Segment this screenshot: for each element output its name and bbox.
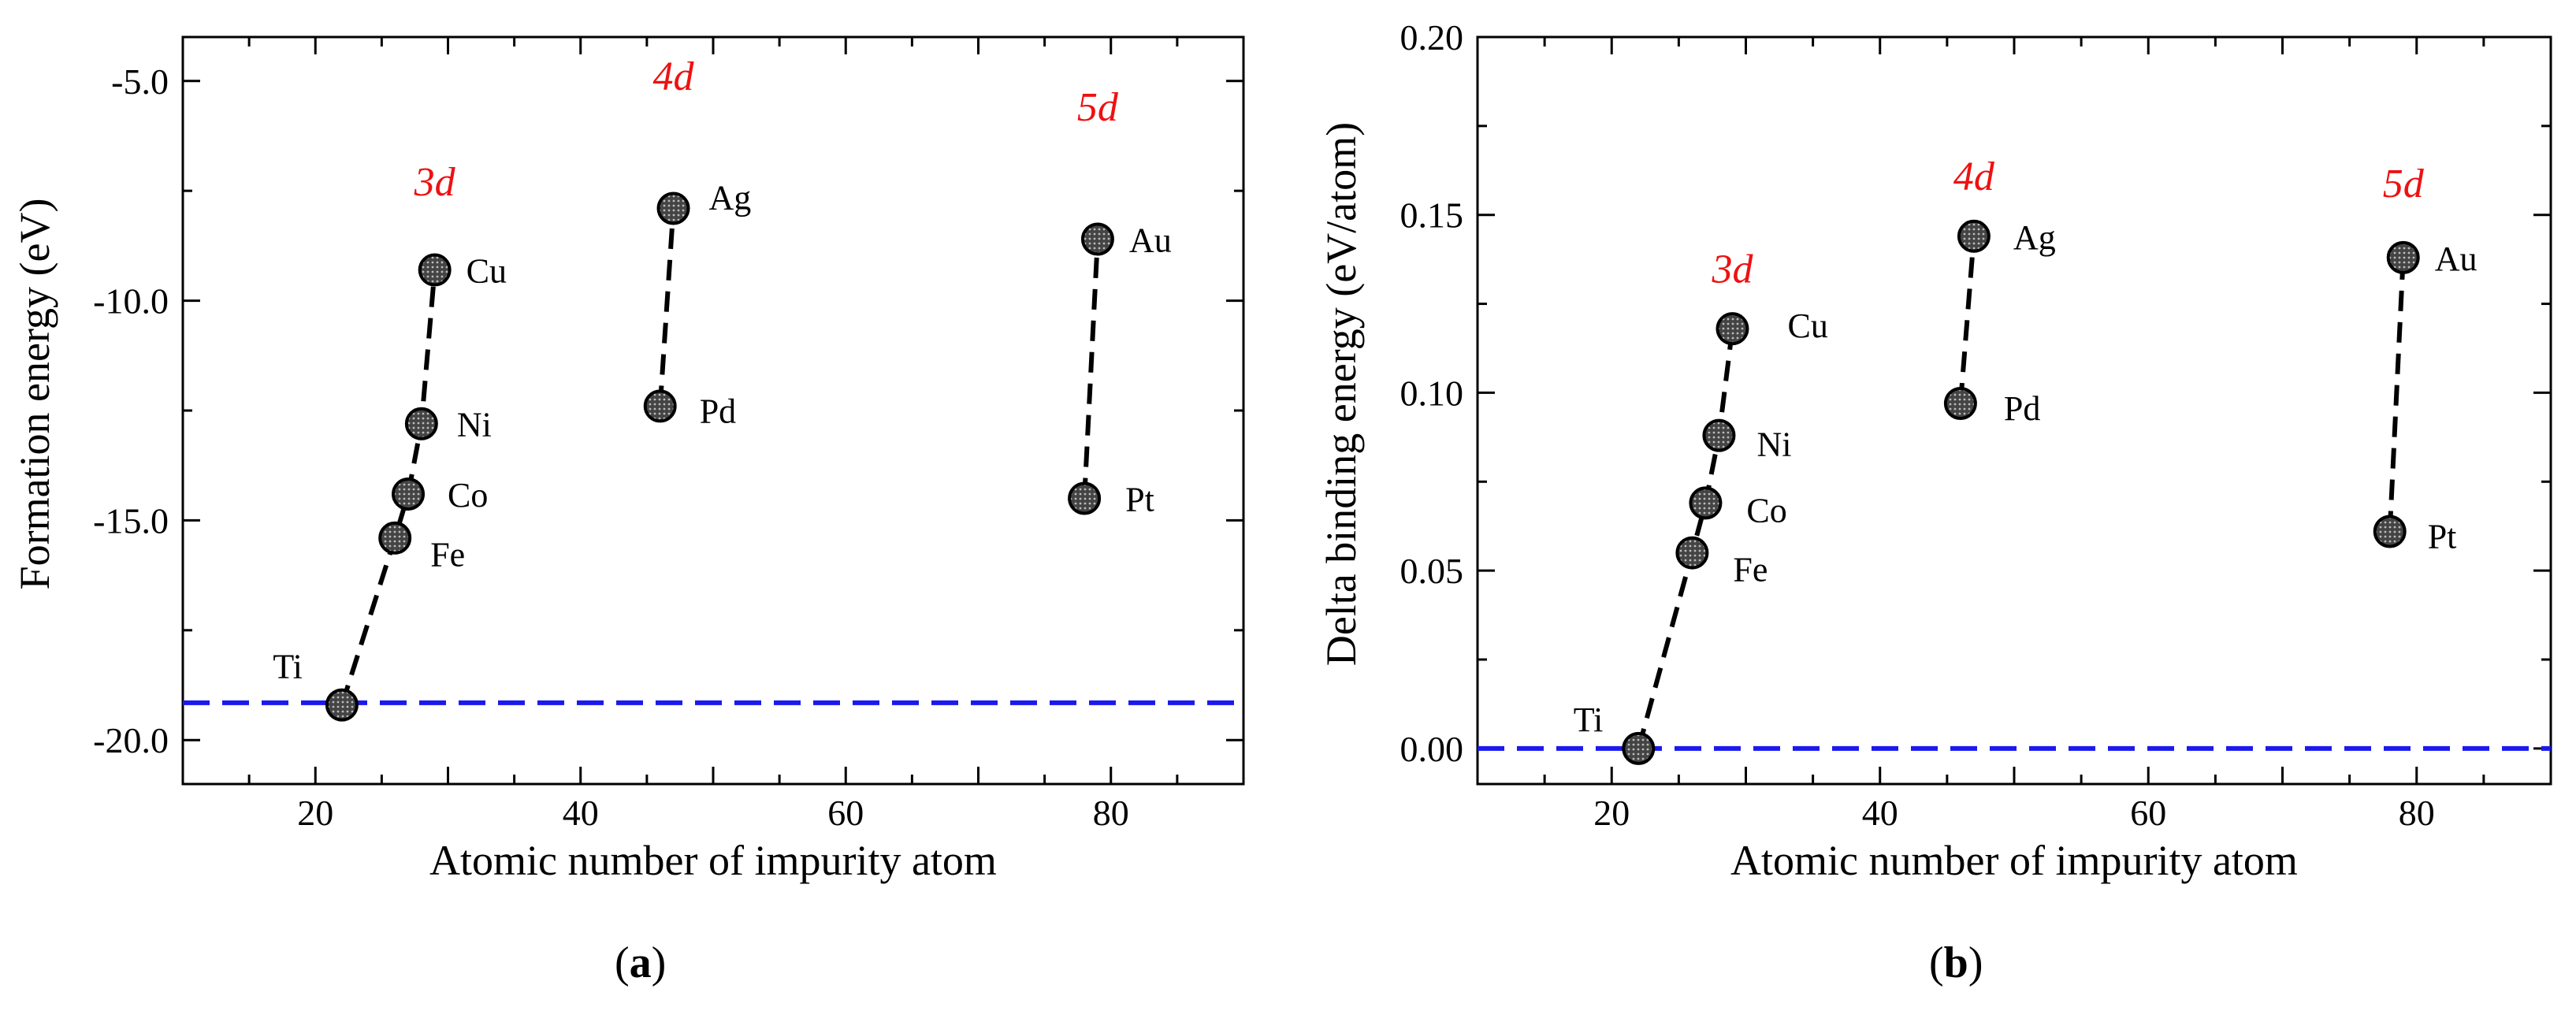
caption-b: (b) xyxy=(1929,938,1983,987)
data-point-co xyxy=(392,477,426,511)
caption-a-letter: a xyxy=(629,938,652,987)
y-tick-label: 0.15 xyxy=(1400,195,1464,236)
panel-a: 20 40 60 80 -5.0 -10.0 -15.0 -20.0 Atomic number… xyxy=(11,35,1245,884)
series-line-4d xyxy=(1957,236,1976,404)
series-line-5d xyxy=(2387,257,2406,532)
point-label-ag: Ag xyxy=(2013,218,2056,257)
data-point-co xyxy=(1689,486,1723,520)
y-tick-label: -10.0 xyxy=(93,281,169,321)
x-tick-label: 20 xyxy=(1593,793,1630,833)
y-tick-label: 0.20 xyxy=(1400,17,1464,58)
x-tick-label: 60 xyxy=(2130,793,2166,833)
x-tick-label: 40 xyxy=(1862,793,1898,833)
data-point-au xyxy=(2386,240,2420,274)
data-point-ti xyxy=(1622,731,1656,765)
group-label-5d: 5d xyxy=(1077,85,1119,130)
x-tick-label: 20 xyxy=(297,793,333,833)
point-label-pt: Pt xyxy=(1125,481,1154,519)
point-label-pt: Pt xyxy=(2428,517,2457,556)
data-point-au xyxy=(1080,222,1114,256)
x-tick-label: 40 xyxy=(563,793,599,833)
x-axis-label: Atomic number of impurity atom xyxy=(429,837,997,884)
group-label-4d: 4d xyxy=(653,54,695,99)
data-point-ni xyxy=(404,407,438,440)
y-tick-label: -15.0 xyxy=(93,500,169,541)
data-point-pt xyxy=(1068,481,1102,515)
point-label-ag: Ag xyxy=(709,178,752,217)
data-point-cu xyxy=(1715,312,1749,346)
point-label-ni: Ni xyxy=(457,406,492,444)
y-tick-label: -5.0 xyxy=(111,61,169,102)
point-label-au: Au xyxy=(2435,240,2477,278)
x-tick-label: 60 xyxy=(827,793,864,833)
point-label-co: Co xyxy=(1746,491,1786,530)
panel-b: 20 40 60 80 0.00 0.05 0.10 0.15 0.20 Atomic numbe… xyxy=(1318,17,2552,884)
series-line-5d xyxy=(1082,239,1100,499)
caption-b-letter: b xyxy=(1943,938,1968,987)
y-axis-label: Formation energy (eV) xyxy=(11,199,58,590)
x-tick-label: 80 xyxy=(1093,793,1129,833)
caption-a: (a) xyxy=(615,938,667,987)
point-label-ti: Ti xyxy=(1574,701,1604,739)
series-line-4d xyxy=(657,208,676,407)
data-point-pd xyxy=(1943,386,1977,420)
point-label-co: Co xyxy=(448,476,488,515)
data-point-fe xyxy=(1675,536,1709,570)
point-label-pd: Pd xyxy=(2004,389,2040,428)
data-point-pt xyxy=(2373,515,2407,548)
y-tick-label: -20.0 xyxy=(93,720,169,760)
point-label-cu: Cu xyxy=(467,252,507,291)
y-axis-label: Delta binding energy (eV/atom) xyxy=(1318,122,1365,666)
group-label-3d: 3d xyxy=(1711,247,1753,292)
y-tick-label: 0.10 xyxy=(1400,373,1464,413)
point-label-ti: Ti xyxy=(273,648,303,686)
point-label-au: Au xyxy=(1129,221,1172,260)
data-point-pd xyxy=(643,389,677,423)
x-tick-label: 80 xyxy=(2399,793,2435,833)
point-label-fe: Fe xyxy=(430,536,465,574)
data-point-cu xyxy=(418,253,452,287)
data-point-ni xyxy=(1702,418,1736,452)
data-point-ti xyxy=(325,688,359,722)
group-label-3d: 3d xyxy=(414,160,456,205)
x-axis-label: Atomic number of impurity atom xyxy=(1730,837,2298,884)
data-point-fe xyxy=(378,521,412,555)
point-label-ni: Ni xyxy=(1756,426,1791,464)
point-label-cu: Cu xyxy=(1787,307,1827,345)
y-tick-label: 0.00 xyxy=(1400,729,1464,769)
data-point-ag xyxy=(1957,219,1991,253)
point-label-fe: Fe xyxy=(1733,551,1768,589)
point-label-pd: Pd xyxy=(700,392,736,430)
group-label-5d: 5d xyxy=(2383,162,2425,206)
group-label-4d: 4d xyxy=(1953,154,1995,199)
y-tick-label: 0.05 xyxy=(1400,551,1464,591)
data-point-ag xyxy=(656,191,690,225)
